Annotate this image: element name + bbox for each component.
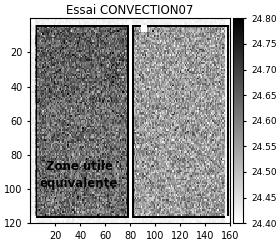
Title: Essai CONVECTION07: Essai CONVECTION07 (66, 4, 194, 17)
Text: équivalente: équivalente (40, 177, 118, 190)
Text: Zone utile: Zone utile (46, 160, 112, 173)
